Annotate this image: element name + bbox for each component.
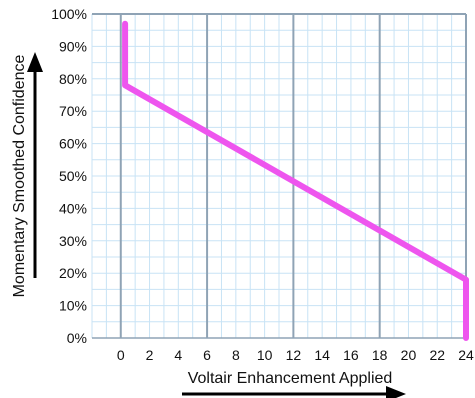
x-axis-ticks: 0 2 4 6 8 10 12 14 16 18 20 22 24 (117, 347, 474, 363)
x-tick-label: 12 (286, 347, 302, 363)
y-axis-ticks: 0% 10% 20% 30% 40% 50% 60% 70% 80% 90% 100% (51, 6, 87, 346)
minor-grid (91, 13, 467, 339)
x-axis-arrow (182, 386, 406, 398)
x-tick-label: 4 (174, 347, 182, 363)
x-tick-label: 24 (458, 347, 474, 363)
y-tick-label: 90% (59, 38, 87, 54)
y-tick-label: 60% (59, 136, 87, 152)
y-tick-label: 10% (59, 298, 87, 314)
y-tick-label: 30% (59, 233, 87, 249)
y-tick-label: 70% (59, 103, 87, 119)
y-tick-label: 40% (59, 200, 87, 216)
y-tick-label: 0% (67, 330, 87, 346)
x-tick-label: 0 (117, 347, 125, 363)
y-axis-title: Momentary Smoothed Confidence (11, 55, 28, 298)
y-tick-label: 50% (59, 168, 87, 184)
x-tick-label: 6 (203, 347, 211, 363)
y-tick-label: 100% (51, 6, 87, 22)
x-tick-label: 14 (314, 347, 330, 363)
x-tick-label: 8 (232, 347, 240, 363)
x-tick-label: 20 (401, 347, 417, 363)
series-line (122, 20, 469, 341)
x-tick-label: 18 (372, 347, 388, 363)
x-tick-label: 10 (257, 347, 273, 363)
y-tick-label: 80% (59, 71, 87, 87)
x-tick-label: 22 (429, 347, 445, 363)
series-layer (122, 20, 469, 341)
y-axis-arrow (27, 52, 43, 278)
x-tick-label: 16 (343, 347, 359, 363)
y-tick-label: 20% (59, 265, 87, 281)
x-axis-title: Voltair Enhancement Applied (188, 370, 393, 387)
x-tick-label: 2 (146, 347, 154, 363)
